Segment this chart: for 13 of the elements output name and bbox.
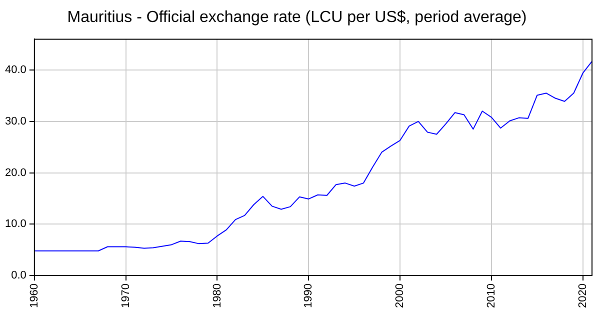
x-tick-label: 2010 xyxy=(485,284,498,308)
chart-title: Mauritius - Official exchange rate (LCU per US$, period average) xyxy=(67,9,527,26)
y-tick-label: 30.0 xyxy=(4,115,26,128)
x-tick-label: 2020 xyxy=(576,284,589,308)
x-tick-label: 1980 xyxy=(211,284,224,308)
y-tick-label: 40.0 xyxy=(4,64,26,76)
x-tick-label: 1990 xyxy=(302,284,315,308)
y-tick-label: 20.0 xyxy=(4,166,26,179)
y-tick-label: 0.0 xyxy=(11,270,26,282)
y-tick-label: 10.0 xyxy=(4,218,26,230)
x-tick-label: 2000 xyxy=(394,284,406,308)
x-tick-label: 1970 xyxy=(120,284,132,308)
x-tick-label: 1960 xyxy=(28,284,40,308)
